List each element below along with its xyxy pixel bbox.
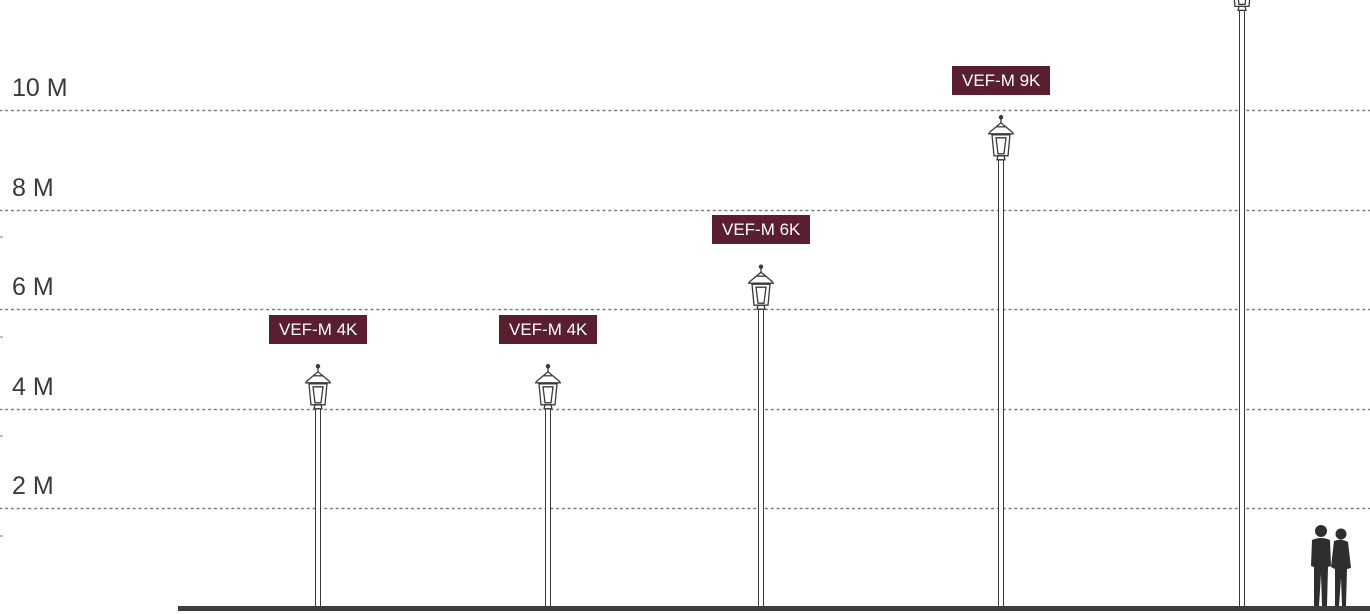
model-tag-3: VEF-M 6K [712, 215, 811, 244]
lamp-post-1 [305, 364, 331, 609]
lamp-post-4 [988, 115, 1014, 609]
lantern-icon [988, 115, 1014, 161]
model-tag-2: VEF-M 4K [499, 315, 598, 344]
lantern-icon [748, 264, 774, 310]
lamp-post-2 [535, 364, 561, 609]
height-label-4m: 4 M [12, 372, 54, 401]
height-gridlines [0, 109, 1370, 537]
height-label-10m: 10 M [12, 73, 68, 102]
ground-line [178, 606, 1370, 611]
model-tag-1: VEF-M 4K [269, 315, 368, 344]
lamp-post-3 [748, 264, 774, 609]
pole [545, 408, 551, 609]
people-silhouette-icon [1311, 525, 1351, 606]
lantern-icon [535, 364, 561, 410]
pole [998, 159, 1004, 609]
lantern-icon [305, 364, 331, 410]
height-label-8m: 8 M [12, 173, 54, 202]
height-label-2m: 2 M [12, 471, 54, 500]
pole [758, 308, 764, 609]
height-label-6m: 6 M [12, 272, 54, 301]
lamp-posts [305, 0, 1251, 609]
lamp-post-5 [1233, 0, 1251, 609]
model-tag-4: VEF-M 9K [952, 66, 1051, 95]
pole [315, 408, 321, 609]
pole [1239, 9, 1245, 609]
lantern-icon [1233, 0, 1251, 12]
